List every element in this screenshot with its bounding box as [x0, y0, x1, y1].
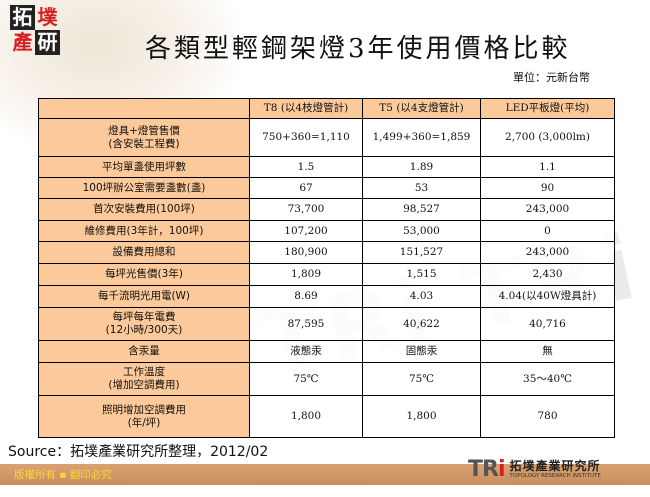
cell-t8: 1.5 [249, 156, 363, 178]
cell-t5: 1,515 [362, 263, 481, 286]
row-label-line: (增加空調費用) [108, 379, 180, 391]
row-label-line: 設備費用總和 [112, 246, 176, 258]
cell-led: 1.1 [480, 156, 615, 178]
cell-led: 90 [480, 177, 615, 199]
cell-led: 243,000 [480, 198, 615, 221]
logo-char: 產 [12, 30, 33, 54]
tri-logo-english: TOPOLOGY RESEARCH INSTITUTE [509, 473, 601, 479]
table-row: 每坪每年電費 (12小時/300天) 87,595 40,622 40,716 [38, 307, 615, 341]
cell-t8: 75℃ [249, 362, 363, 396]
row-label-line: (12小時/300天) [105, 324, 183, 336]
row-label-line: (年/坪) [127, 416, 161, 429]
row-label: 燈具+燈管售價 (含安裝工程費) [38, 118, 250, 157]
column-header-blank [38, 98, 250, 119]
source-note: Source：拓墣產業研究所整理，2012/02 [8, 444, 269, 460]
cell-t5: 98,527 [362, 198, 481, 221]
row-label-line: 含汞量 [128, 345, 160, 357]
row-label: 每坪每年電費 (12小時/300天) [38, 307, 250, 341]
cell-led: 780 [480, 395, 615, 438]
table-row: 100坪辦公室需要盞數(盞) 67 53 90 [38, 177, 615, 199]
column-header-t8: T8 (以4枝燈管計) [249, 98, 363, 119]
cell-led: 243,000 [480, 241, 615, 264]
table-row: 含汞量 液態汞 固態汞無 [38, 340, 615, 363]
row-label: 首次安裝費用(100坪) [38, 198, 250, 221]
row-label: 工作溫度 (增加空調費用) [38, 362, 250, 396]
cell-t5: 151,527 [362, 241, 481, 264]
cell-t8: 1,800 [249, 395, 363, 438]
company-logo: 拓 墣 產 研 [10, 5, 60, 55]
cell-led: 40,716 [480, 307, 615, 341]
table-row: 設備費用總和 180,900 151,527 243,000 [38, 241, 615, 264]
row-label: 每千流明光用電(W) [38, 285, 250, 308]
cell-t5: 1,800 [362, 395, 481, 438]
cell-led: 0 [480, 220, 615, 242]
cell-t5: 75℃ [362, 362, 481, 396]
cell-led: 35～40℃ [480, 362, 615, 396]
cell-t8: 87,595 [249, 307, 363, 341]
logo-char: 研 [35, 30, 60, 55]
table-row: 維修費用(3年計，100坪) 107,200 53,000 0 [38, 220, 615, 242]
comparison-table: T8 (以4枝燈管計) T5 (以4支燈管計) LED平板燈(平均) 燈具+燈管… [38, 98, 615, 438]
tri-logo-chinese: 拓墣產業研究所 [509, 459, 601, 473]
cell-t5: 40,622 [362, 307, 481, 341]
row-label-line: 維修費用(3年計，100坪) [84, 224, 204, 237]
tri-logo: TRi 拓墣產業研究所 TOPOLOGY RESEARCH INSTITUTE [468, 459, 601, 481]
logo-char: 墣 [37, 5, 58, 29]
cell-led: 2,430 [480, 263, 615, 286]
table-row: 照明增加空調費用 (年/坪) 1,800 1,800 780 [38, 395, 615, 438]
row-label-line: 每坪光售價(3年) [105, 268, 183, 280]
row-label: 設備費用總和 [38, 241, 250, 264]
row-label-line: 每坪每年電費 [112, 311, 176, 323]
cell-t5: 固態汞 [362, 340, 481, 363]
cell-t5: 1,499+360=1,859 [362, 118, 481, 157]
row-label-line: 100坪辦公室需要盞數(盞) [82, 181, 206, 194]
table-row: 工作溫度 (增加空調費用) 75℃ 75℃ 35～40℃ [38, 362, 615, 396]
cell-led: 無 [480, 340, 615, 363]
row-label-line: 燈具+燈管售價 [108, 124, 180, 137]
row-label: 100坪辦公室需要盞數(盞) [38, 177, 250, 199]
row-label-line: 工作溫度 [123, 366, 165, 378]
row-label-line: 首次安裝費用(100坪) [93, 203, 195, 215]
cell-t8: 750+360=1,110 [249, 118, 363, 157]
cell-t5: 53 [362, 177, 481, 199]
column-header-t5: T5 (以4支燈管計) [362, 98, 481, 119]
row-label: 維修費用(3年計，100坪) [38, 220, 250, 242]
row-label-line: 照明增加空調費用 [102, 403, 186, 416]
table-row: 每千流明光用電(W) 8.69 4.03 4.04(以40W燈具計) [38, 285, 615, 308]
cell-t8: 1,809 [249, 263, 363, 286]
logo-char: 拓 [10, 5, 35, 30]
cell-t8: 180,900 [249, 241, 363, 264]
column-header-led: LED平板燈(平均) [480, 98, 615, 119]
cell-led: 4.04(以40W燈具計) [480, 285, 615, 308]
cell-t8: 73,700 [249, 198, 363, 221]
row-label: 照明增加空調費用 (年/坪) [38, 395, 250, 438]
row-label: 平均單盞使用坪數 [38, 156, 250, 178]
cell-t8: 67 [249, 177, 363, 199]
row-label: 每坪光售價(3年) [38, 263, 250, 286]
copyright-notice: 版權所有 ▪ 翻印必究 [14, 469, 112, 481]
row-label-line: 平均單盞使用坪數 [102, 160, 186, 173]
table-row: 燈具+燈管售價 (含安裝工程費) 750+360=1,110 1,499+360=1,… [38, 118, 615, 157]
row-label-line: (含安裝工程費) [108, 137, 180, 150]
cell-t8: 107,200 [249, 220, 363, 242]
page-title: 各類型輕鋼架燈3年使用價格比較 [145, 34, 571, 64]
cell-t8: 液態汞 [249, 340, 363, 363]
table-header-row: T8 (以4枝燈管計) T5 (以4支燈管計) LED平板燈(平均) [38, 98, 615, 119]
footer-bar [0, 464, 650, 485]
table-row: 每坪光售價(3年) 1,809 1,515 2,430 [38, 263, 615, 286]
cell-t5: 1.89 [362, 156, 481, 178]
cell-t8: 8.69 [249, 285, 363, 308]
unit-label: 單位：元新台幣 [513, 71, 590, 84]
row-label-line: 每千流明光用電(W) [97, 290, 191, 302]
table-row: 首次安裝費用(100坪) 73,700 98,527 243,000 [38, 198, 615, 221]
cell-t5: 4.03 [362, 285, 481, 308]
cell-led: 2,700 (3,000lm) [480, 118, 615, 157]
table-row: 平均單盞使用坪數 1.5 1.89 1.1 [38, 156, 615, 178]
cell-t5: 53,000 [362, 220, 481, 242]
row-label: 含汞量 [38, 340, 250, 363]
tri-logo-mark: TRi [468, 457, 505, 482]
